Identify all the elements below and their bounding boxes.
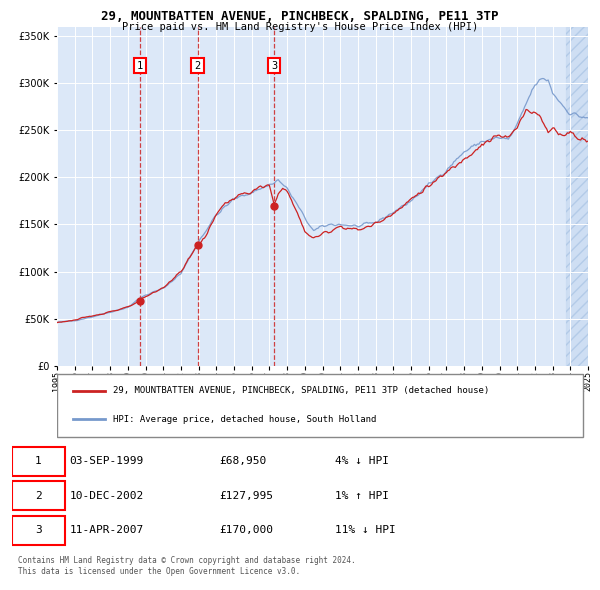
FancyBboxPatch shape — [57, 375, 583, 437]
Text: £170,000: £170,000 — [220, 526, 274, 535]
FancyBboxPatch shape — [12, 516, 65, 545]
Text: 4% ↓ HPI: 4% ↓ HPI — [335, 457, 389, 466]
Text: Contains HM Land Registry data © Crown copyright and database right 2024.
This d: Contains HM Land Registry data © Crown c… — [18, 556, 355, 576]
Bar — [566, 27, 588, 366]
Text: 11-APR-2007: 11-APR-2007 — [70, 526, 144, 535]
Text: 3: 3 — [35, 526, 42, 535]
Text: 3: 3 — [271, 61, 277, 71]
Text: Price paid vs. HM Land Registry's House Price Index (HPI): Price paid vs. HM Land Registry's House … — [122, 22, 478, 32]
Text: 29, MOUNTBATTEN AVENUE, PINCHBECK, SPALDING, PE11 3TP (detached house): 29, MOUNTBATTEN AVENUE, PINCHBECK, SPALD… — [113, 386, 489, 395]
Text: HPI: Average price, detached house, South Holland: HPI: Average price, detached house, Sout… — [113, 415, 376, 424]
Text: 2: 2 — [194, 61, 200, 71]
FancyBboxPatch shape — [12, 447, 65, 476]
Text: 1: 1 — [137, 61, 143, 71]
Text: £68,950: £68,950 — [220, 457, 266, 466]
FancyBboxPatch shape — [12, 481, 65, 510]
Text: 1% ↑ HPI: 1% ↑ HPI — [335, 491, 389, 501]
Bar — [566, 27, 588, 366]
Text: 11% ↓ HPI: 11% ↓ HPI — [335, 526, 395, 535]
Text: 2: 2 — [35, 491, 42, 501]
Text: 29, MOUNTBATTEN AVENUE, PINCHBECK, SPALDING, PE11 3TP: 29, MOUNTBATTEN AVENUE, PINCHBECK, SPALD… — [101, 10, 499, 23]
Text: 10-DEC-2002: 10-DEC-2002 — [70, 491, 144, 501]
Text: 03-SEP-1999: 03-SEP-1999 — [70, 457, 144, 466]
Text: 1: 1 — [35, 457, 42, 466]
Text: £127,995: £127,995 — [220, 491, 274, 501]
